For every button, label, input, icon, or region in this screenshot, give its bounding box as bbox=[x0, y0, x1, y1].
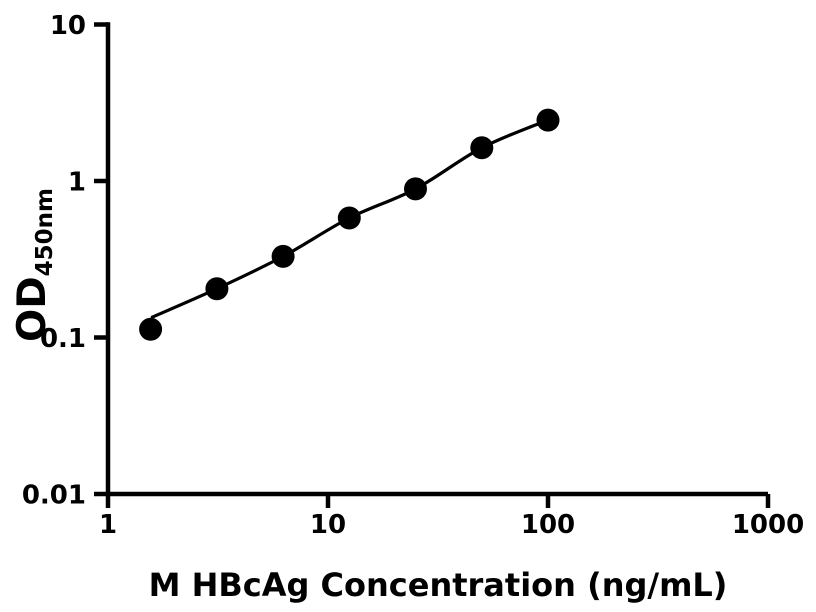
y-axis-title-subscript: 450nm bbox=[32, 188, 58, 276]
axis-spines bbox=[105, 22, 768, 497]
y-tick-label: 0.01 bbox=[22, 481, 86, 511]
data-point-marker bbox=[470, 136, 494, 160]
y-axis-title-main: OD bbox=[10, 276, 55, 342]
x-tick-label: 1000 bbox=[732, 510, 804, 540]
data-point-marker bbox=[404, 177, 427, 201]
x-tick-labels: 1 10 100 1000 bbox=[99, 510, 804, 540]
data-point-marker bbox=[139, 317, 163, 341]
data-point-marker bbox=[536, 108, 560, 132]
y-tick-label: 1 bbox=[68, 168, 86, 198]
data-point-marker bbox=[205, 277, 229, 301]
x-axis-title: M HBcAg Concentration (ng/mL) bbox=[149, 566, 728, 604]
y-tick-label: 0.1 bbox=[40, 324, 86, 354]
data-point-marker bbox=[271, 244, 295, 268]
y-axis-title: OD450nm bbox=[10, 188, 58, 342]
x-tick-label: 1 bbox=[99, 510, 117, 540]
y-tick-labels: 0.01 0.1 1 10 bbox=[22, 11, 86, 511]
data-point-marker bbox=[337, 206, 361, 230]
x-tick-label: 100 bbox=[521, 510, 575, 540]
y-tick-label: 10 bbox=[50, 11, 86, 41]
axes bbox=[94, 22, 771, 508]
data-points bbox=[139, 108, 560, 341]
x-tick-label: 10 bbox=[310, 510, 346, 540]
